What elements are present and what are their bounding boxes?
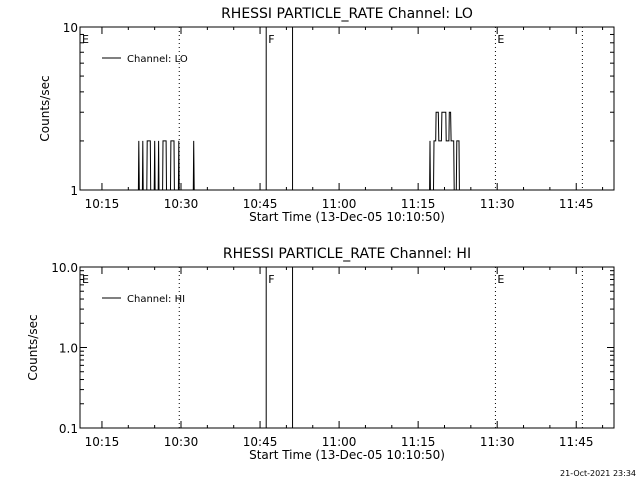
y-tick-label: 1.0	[59, 342, 78, 356]
event-marker-label: E	[82, 273, 89, 286]
legend-label: Channel: LO	[127, 54, 188, 65]
series-line	[137, 111, 460, 191]
y-axis-label: Counts/sec	[26, 314, 40, 380]
chart-title: RHESSI PARTICLE_RATE Channel: LO	[221, 6, 473, 22]
x-tick-label: 11:00	[322, 435, 357, 449]
x-tick-label: 11:30	[480, 197, 515, 211]
event-marker-label: E	[497, 273, 504, 286]
x-tick-label: 11:45	[559, 197, 594, 211]
x-tick-label: 11:15	[401, 197, 436, 211]
event-marker-label: E	[82, 33, 89, 46]
y-axis-label: Counts/sec	[38, 75, 52, 141]
x-tick-label: 10:15	[85, 197, 120, 211]
x-tick-label: 11:00	[322, 197, 357, 211]
x-tick-label: 10:30	[164, 197, 199, 211]
y-tick-label: 10.0	[51, 261, 78, 275]
chart-panel-hi: RHESSI PARTICLE_RATE Channel: HI 10:15 10:…	[26, 246, 615, 462]
x-tick-label: 10:30	[164, 435, 199, 449]
x-tick-label: 11:15	[401, 435, 436, 449]
y-tick-label: 1	[70, 184, 78, 198]
timestamp: 21-Oct-2021 23:34	[560, 469, 636, 478]
x-axis-label: Start Time (13-Dec-05 10:10:50)	[249, 210, 445, 224]
x-tick-label: 11:45	[559, 435, 594, 449]
legend-label: Channel: HI	[127, 294, 185, 305]
x-axis-label: Start Time (13-Dec-05 10:10:50)	[249, 448, 445, 462]
y-tick-label: 0.1	[59, 422, 78, 436]
chart-panel-lo: RHESSI PARTICLE_RATE Channel: LO 10:15 10:…	[38, 6, 615, 224]
y-tick-label: 10	[63, 21, 78, 35]
x-tick-label: 10:45	[243, 197, 278, 211]
x-tick-label: 10:45	[243, 435, 278, 449]
x-tick-label: 10:15	[85, 435, 120, 449]
event-marker-label: F	[268, 273, 274, 286]
plot-frame	[79, 266, 615, 429]
event-marker-label: E	[497, 33, 504, 46]
plot-frame	[79, 26, 615, 191]
event-marker-label: F	[268, 33, 274, 46]
chart-title: RHESSI PARTICLE_RATE Channel: HI	[223, 246, 471, 262]
x-tick-label: 11:30	[480, 435, 515, 449]
